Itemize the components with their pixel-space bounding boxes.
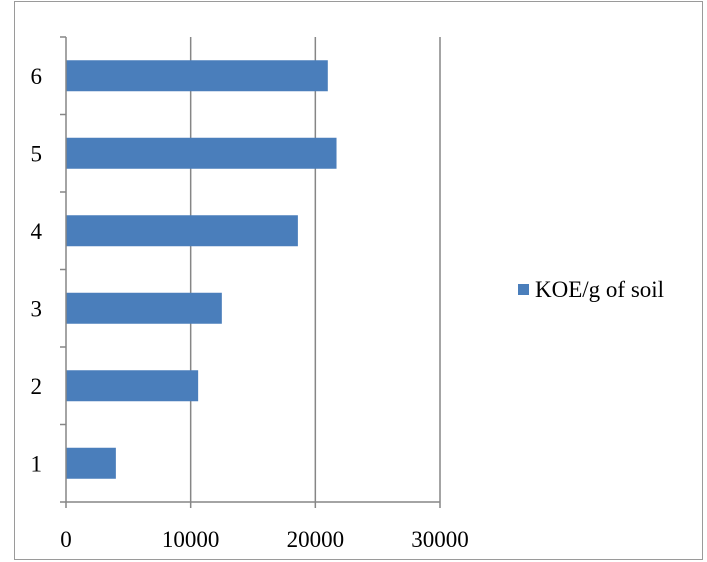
bars [66,60,337,479]
bar-6 [66,60,328,92]
y-tick-labels: 1 2 3 4 5 6 [31,64,43,477]
y-tick-label: 4 [31,219,43,244]
x-tick-labels: 0 10000 20000 30000 [60,527,469,552]
legend-swatch [518,284,529,295]
y-tick-label: 1 [31,451,43,476]
axes [60,36,441,508]
y-tick-label: 2 [31,374,43,399]
x-tick-label: 0 [60,527,72,552]
bar-5 [66,137,337,169]
x-tick-label: 30000 [411,527,469,552]
y-tick-label: 3 [31,296,43,321]
y-tick-label: 6 [31,64,43,89]
y-tick-label: 5 [31,141,43,166]
grid-lines [189,37,441,502]
bar-3 [66,292,222,324]
bar-1 [66,447,116,479]
bar-4 [66,215,298,247]
bar-2 [66,370,199,402]
legend-label: KOE/g of soil [535,277,664,302]
x-tick-label: 10000 [162,527,220,552]
legend: KOE/g of soil [518,277,664,302]
x-tick-label: 20000 [287,527,345,552]
chart-area [14,1,703,560]
